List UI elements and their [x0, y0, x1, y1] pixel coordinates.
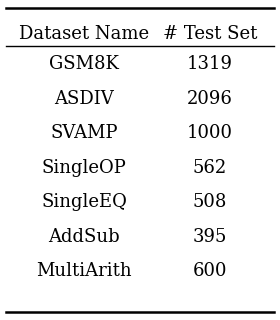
Text: SingleOP: SingleOP [42, 159, 126, 177]
Text: # Test Set: # Test Set [163, 25, 257, 43]
Text: SingleEQ: SingleEQ [41, 193, 127, 211]
Text: 562: 562 [193, 159, 227, 177]
Text: GSM8K: GSM8K [49, 55, 119, 73]
Text: 600: 600 [193, 262, 227, 280]
Text: SVAMP: SVAMP [50, 124, 118, 142]
Text: Dataset Name: Dataset Name [19, 25, 149, 43]
Text: AddSub: AddSub [48, 228, 120, 246]
Text: ASDIV: ASDIV [54, 90, 114, 108]
Text: 395: 395 [193, 228, 227, 246]
Text: 1319: 1319 [187, 55, 233, 73]
Text: 1000: 1000 [187, 124, 233, 142]
Text: MultiArith: MultiArith [36, 262, 132, 280]
Text: 2096: 2096 [187, 90, 233, 108]
Text: 508: 508 [193, 193, 227, 211]
